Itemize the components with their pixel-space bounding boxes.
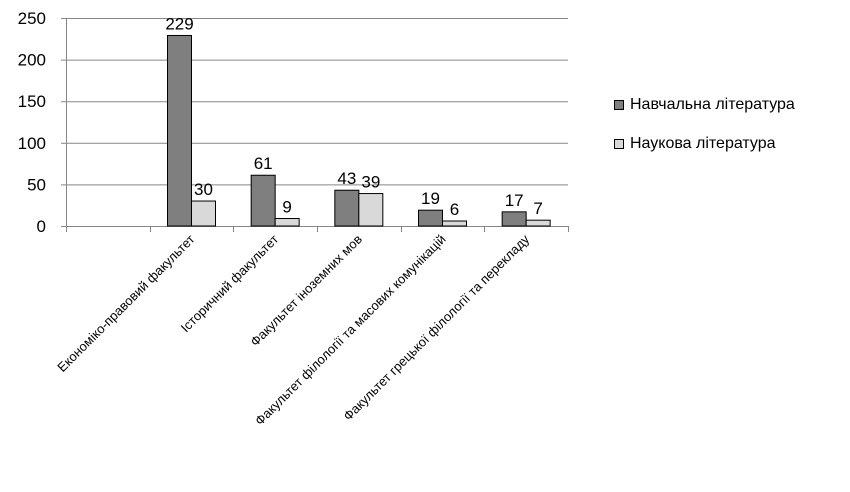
- legend-label-series-1: Навчальна література: [630, 96, 795, 113]
- data-label-series-2-3: 39: [361, 173, 380, 192]
- data-label-series-2-5: 7: [533, 199, 542, 218]
- data-label-series-2-2: 9: [282, 198, 291, 217]
- data-label-series-1-2: 61: [254, 154, 273, 173]
- y-tick-label: 150: [18, 92, 46, 111]
- bar-series-1-1: [167, 34, 192, 227]
- data-labels: 229 61 43 19 17 30 9 39 6 7: [165, 14, 543, 219]
- y-tick-label: 100: [18, 134, 46, 153]
- y-tick-label: 50: [27, 175, 46, 194]
- data-label-series-2-1: 30: [194, 180, 213, 199]
- x-category-label: Факультет грецької філології та переклад…: [340, 231, 532, 423]
- bars: [167, 34, 551, 227]
- legend-swatch-series-2: [614, 139, 624, 149]
- y-tick-label: 0: [37, 217, 46, 236]
- bar-series-1-4: [418, 209, 443, 227]
- data-label-series-2-4: 6: [450, 200, 459, 219]
- legend-swatch-series-1: [614, 100, 624, 110]
- legend-label-series-2: Наукова література: [630, 135, 776, 152]
- bar-series-2-2: [274, 218, 300, 227]
- bar-series-1-3: [334, 189, 360, 227]
- data-label-series-1-5: 17: [505, 191, 524, 210]
- data-label-series-1-3: 43: [337, 169, 356, 188]
- bar-series-2-3: [358, 193, 384, 227]
- x-category-label: Факультет філології та масових комунікац…: [252, 232, 449, 429]
- y-tick-label: 250: [18, 9, 46, 28]
- data-label-series-1-1: 229: [165, 14, 193, 33]
- data-label-series-1-4: 19: [421, 189, 440, 208]
- x-category-label: Економіко-правовий факультет: [54, 231, 197, 374]
- gridlines: [66, 18, 568, 186]
- bar-series-1-2: [250, 174, 276, 227]
- bar-series-2-4: [442, 220, 467, 227]
- bar-series-2-5: [525, 219, 551, 227]
- legend-item-series-1: Навчальна література: [614, 94, 795, 116]
- legend: Навчальна література Наукова література: [614, 94, 795, 172]
- axes: [61, 18, 569, 232]
- y-tick-label: 200: [18, 51, 46, 70]
- legend-item-series-2: Наукова література: [614, 133, 795, 155]
- bar-series-2-1: [191, 200, 216, 227]
- bar-series-1-5: [501, 211, 527, 227]
